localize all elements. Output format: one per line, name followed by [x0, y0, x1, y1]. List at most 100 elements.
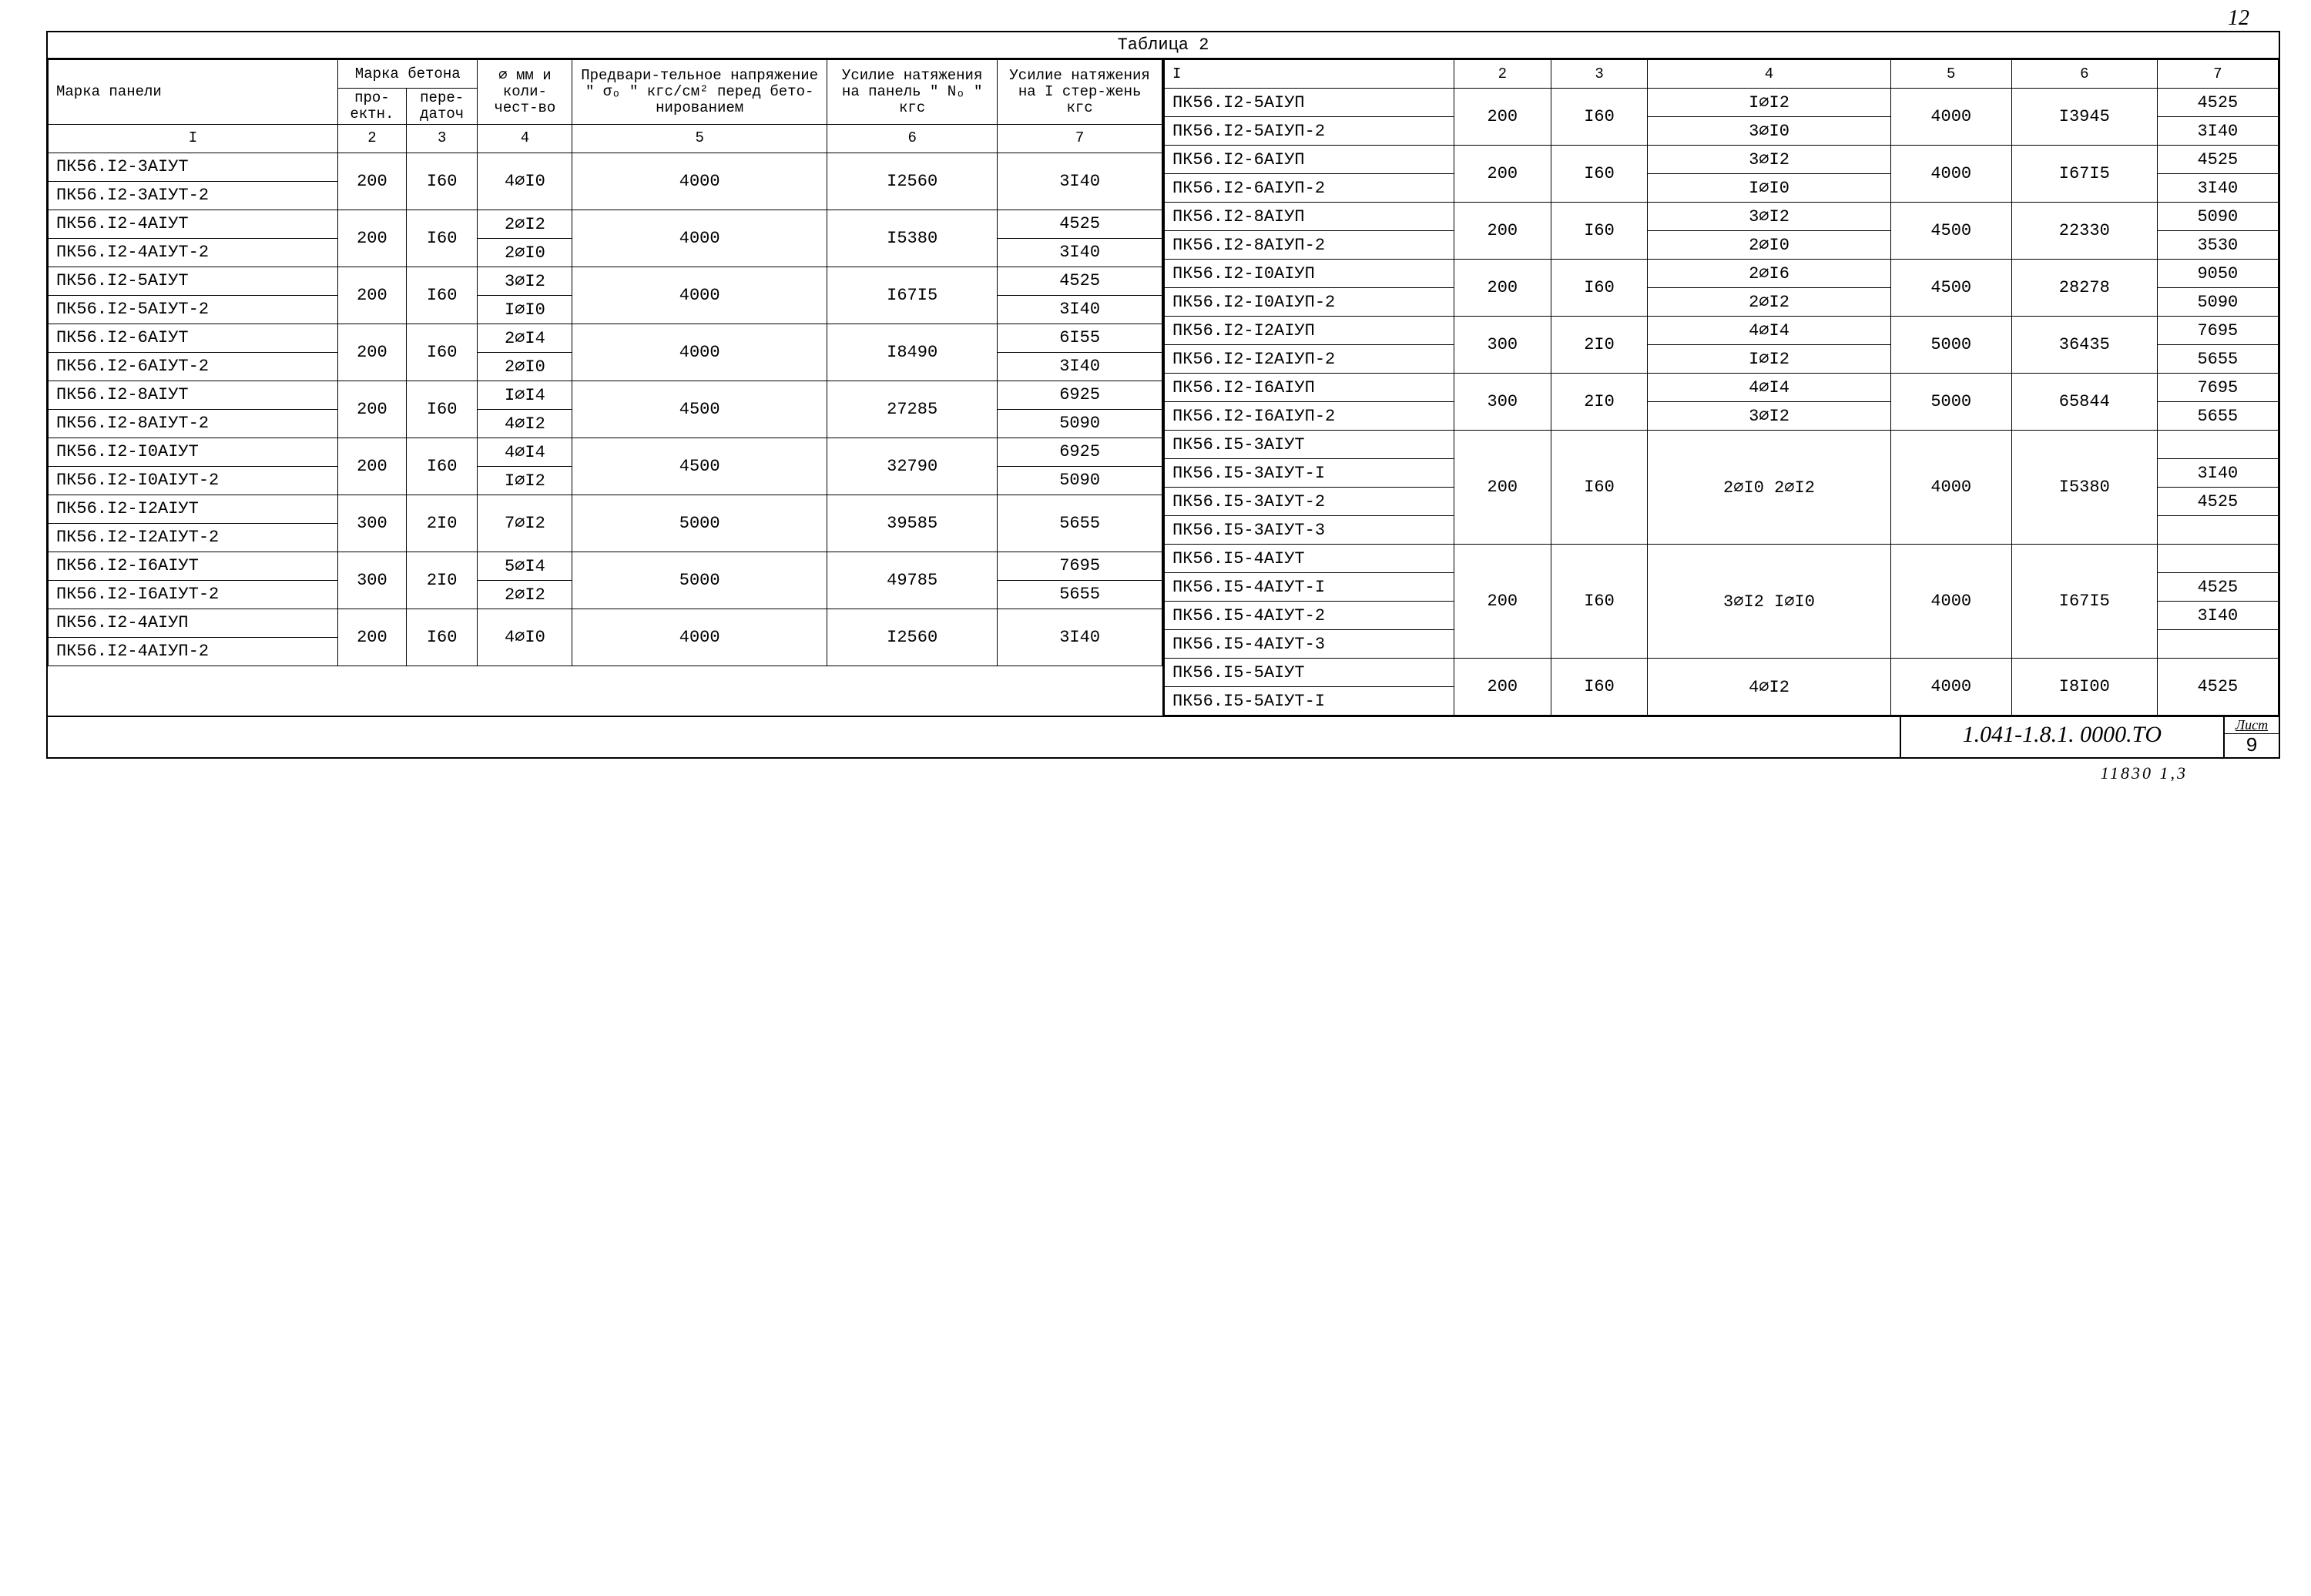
num-1: I	[49, 124, 338, 153]
cell-diameter: 3∅I2	[1648, 402, 1890, 431]
cell-tension-rod: 7695	[2157, 317, 2278, 345]
cell-diameter: 2∅I4	[478, 324, 572, 352]
cell-panel-mark: ПК56.I2-I2АIУП	[1165, 317, 1454, 345]
cell-tension-rod: 3I40	[998, 352, 1162, 381]
cell-tension-rod: 4525	[2157, 573, 2278, 602]
cell-prestress: 5000	[572, 552, 827, 609]
cell-concrete-design: 200	[337, 324, 406, 381]
table-row: ПК56.I2-I2АIУП3002I04∅I45000364357695	[1165, 317, 2279, 345]
cell-panel-mark: ПК56.I5-3АIУТ-3	[1165, 516, 1454, 545]
rnum-7: 7	[2157, 60, 2278, 89]
cell-tension-panel: I67I5	[2011, 545, 2157, 659]
cell-diameter: I∅I2	[1648, 345, 1890, 374]
table-row: ПК56.I2-I0АIУТ200I604∅I44500327906925	[49, 438, 1162, 466]
cell-diameter: 3∅I0	[1648, 117, 1890, 146]
cell-tension-panel: I2560	[827, 609, 998, 666]
cell-concrete-design: 300	[337, 495, 406, 552]
table-row: ПК56.I5-3АIУТ200I602∅I0 2∅I24000I5380	[1165, 431, 2279, 459]
cell-prestress: 4000	[1890, 89, 2011, 146]
cell-panel-mark: ПК56.I5-4АIУТ-3	[1165, 630, 1454, 659]
cell-concrete-transfer: I60	[406, 267, 478, 324]
cell-diameter: 4∅I4	[478, 438, 572, 466]
cell-diameter: 4∅I2	[1648, 659, 1890, 716]
cell-tension-panel: I8I00	[2011, 659, 2157, 716]
cell-panel-mark: ПК56.I2-I0АIУП-2	[1165, 288, 1454, 317]
cell-tension-rod	[2157, 545, 2278, 573]
cell-diameter: 2∅I0	[1648, 231, 1890, 260]
cell-tension-rod: 3I40	[2157, 174, 2278, 203]
cell-tension-rod: 4525	[998, 210, 1162, 238]
cell-panel-mark: ПК56.I5-4АIУТ	[1165, 545, 1454, 573]
cell-panel-mark: ПК56.I2-8АIУП	[1165, 203, 1454, 231]
right-table: I 2 3 4 5 6 7 ПК56.I2-5АIУП200I60I∅I2400…	[1164, 59, 2279, 716]
cell-panel-mark: ПК56.I2-I6АIУП-2	[1165, 402, 1454, 431]
cell-concrete-design: 200	[337, 438, 406, 495]
table-row: ПК56.I2-5АIУП200I60I∅I24000I39454525	[1165, 89, 2279, 117]
cell-concrete-transfer: 2I0	[1551, 374, 1648, 431]
cell-tension-rod	[2157, 431, 2278, 459]
table-row: ПК56.I2-5АIУТ200I603∅I24000I67I54525	[49, 267, 1162, 295]
cell-concrete-transfer: I60	[406, 210, 478, 267]
cell-tension-rod: 3I40	[998, 295, 1162, 324]
sheet-number: 9	[2225, 734, 2279, 757]
footer-block: 1.041-1.8.1. 0000.ТО Лист 9	[48, 716, 2279, 757]
cell-tension-panel: I5380	[827, 210, 998, 267]
cell-concrete-transfer: 2I0	[1551, 317, 1648, 374]
rnum-5: 5	[1890, 60, 2011, 89]
table-row: ПК56.I2-3АIУТ200I604∅I04000I25603I40	[49, 153, 1162, 181]
cell-panel-mark: ПК56.I2-I2АIУТ-2	[49, 523, 338, 552]
cell-prestress: 4000	[572, 153, 827, 210]
cell-diameter: 5∅I4	[478, 552, 572, 580]
cell-prestress: 4000	[572, 267, 827, 324]
cell-tension-rod: 6I55	[998, 324, 1162, 352]
rnum-4: 4	[1648, 60, 1890, 89]
cell-tension-rod: 3I40	[2157, 117, 2278, 146]
table-title: Таблица 2	[48, 32, 2279, 59]
cell-diameter: 3∅I2	[1648, 146, 1890, 174]
cell-panel-mark: ПК56.I5-4АIУТ-I	[1165, 573, 1454, 602]
cell-tension-rod	[2157, 630, 2278, 659]
cell-concrete-design: 300	[1454, 374, 1551, 431]
cell-tension-rod: 3I40	[2157, 459, 2278, 488]
cell-prestress: 4500	[1890, 260, 2011, 317]
cell-concrete-transfer: 2I0	[406, 495, 478, 552]
page-number-top: 12	[2228, 6, 2249, 31]
cell-diameter: I∅I4	[478, 381, 572, 409]
cell-concrete-design: 200	[1454, 545, 1551, 659]
bottom-note: 11830 1,3	[46, 763, 2280, 783]
cell-tension-panel: I67I5	[2011, 146, 2157, 203]
cell-diameter: 3∅I2 I∅I0	[1648, 545, 1890, 659]
cell-tension-panel: I3945	[2011, 89, 2157, 146]
cell-panel-mark: ПК56.I2-4АIУТ	[49, 210, 338, 238]
cell-tension-rod: 5655	[2157, 345, 2278, 374]
cell-prestress: 4000	[1890, 545, 2011, 659]
num-5: 5	[572, 124, 827, 153]
cell-diameter: 4∅I2	[478, 409, 572, 438]
cell-diameter: 4∅I0	[478, 153, 572, 210]
rnum-3: 3	[1551, 60, 1648, 89]
cell-diameter: I∅I2	[478, 466, 572, 495]
cell-concrete-design: 200	[1454, 146, 1551, 203]
table-row: ПК56.I2-I0АIУП200I602∅I64500282789050	[1165, 260, 2279, 288]
header-prestress: Предвари-тельное напряжение " σₒ " кгс/с…	[572, 60, 827, 125]
table-row: ПК56.I2-8АIУП200I603∅I24500223305090	[1165, 203, 2279, 231]
cell-diameter: 2∅I0	[478, 238, 572, 267]
cell-panel-mark: ПК56.I2-5АIУП-2	[1165, 117, 1454, 146]
cell-prestress: 4000	[572, 210, 827, 267]
cell-tension-rod: 4525	[2157, 659, 2278, 716]
cell-panel-mark: ПК56.I5-3АIУТ-I	[1165, 459, 1454, 488]
cell-diameter: 2∅I2	[478, 210, 572, 238]
cell-panel-mark: ПК56.I2-I6АIУТ-2	[49, 580, 338, 609]
cell-diameter: I∅I2	[1648, 89, 1890, 117]
cell-tension-rod: 3I40	[998, 153, 1162, 210]
table-row: ПК56.I2-I6АIУП3002I04∅I45000658447695	[1165, 374, 2279, 402]
header-panel-mark: Марка панели	[49, 60, 338, 125]
cell-tension-rod: 6925	[998, 438, 1162, 466]
sheet-label: Лист	[2225, 717, 2279, 734]
cell-tension-rod: 9050	[2157, 260, 2278, 288]
document-code: 1.041-1.8.1. 0000.ТО	[1901, 717, 2225, 757]
cell-tension-rod: 3I40	[998, 609, 1162, 666]
cell-tension-panel: I5380	[2011, 431, 2157, 545]
cell-panel-mark: ПК56.I5-3АIУТ-2	[1165, 488, 1454, 516]
cell-tension-rod: 3I40	[998, 238, 1162, 267]
